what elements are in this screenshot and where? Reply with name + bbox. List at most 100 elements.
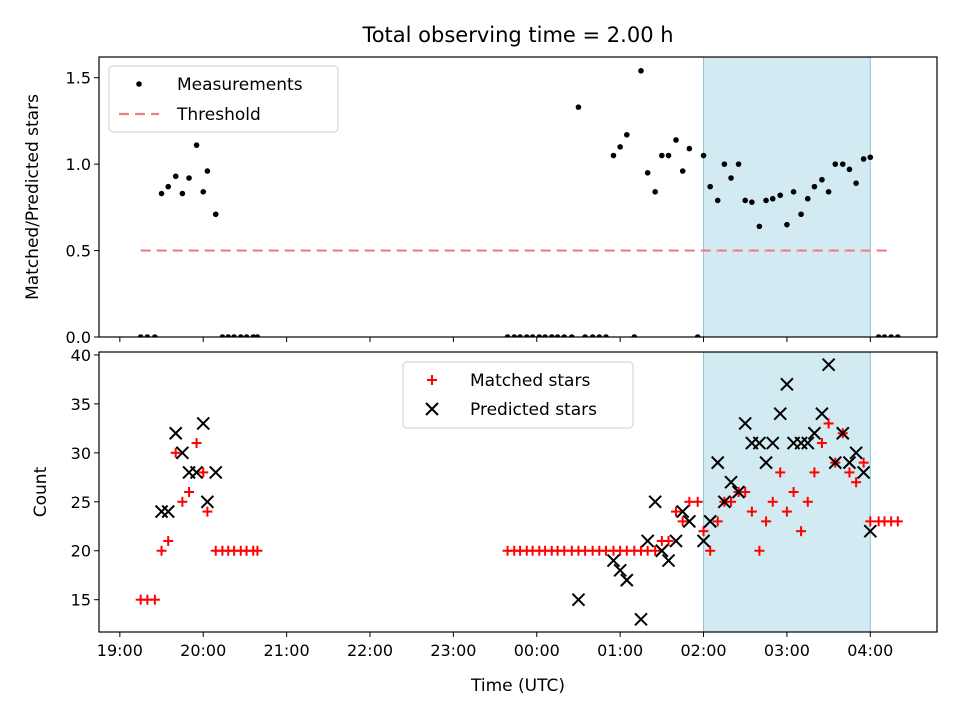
measurement-point [652,189,658,195]
matched-point [170,447,181,458]
top-y-axis: 0.0 0.5 1.0 1.5 [66,69,99,347]
matched-point [851,477,862,488]
bottom-y-tick-label: 15 [71,591,91,610]
matched-point [740,487,751,497]
measurement-point [254,334,261,337]
predicted-point [828,455,842,470]
matched-point [149,594,160,605]
matched-point [177,496,188,507]
measurement-point [811,183,818,190]
measurement-point [617,144,623,150]
predicted-point [606,553,621,568]
bottom-y-tick-label: 35 [71,395,91,414]
predicted-point [856,465,871,480]
measurement-point [638,68,644,74]
measurement-point [659,152,665,159]
measurement-point [582,334,588,337]
predicted-point [620,573,634,587]
measurement-point [165,183,172,190]
measurement-point [825,189,832,195]
matched-point [671,506,682,517]
top-highlight-span [703,56,871,338]
matched-point [202,506,213,517]
matched-point [677,516,688,527]
bottom-y-tick-label: 30 [71,444,91,463]
predicted-point [842,455,857,470]
measurement-point [523,334,530,337]
legend-predicted-marker [425,402,439,416]
predicted-point [696,534,711,548]
measurement-point [714,197,721,204]
measurement-points [137,68,901,337]
matched-point [781,506,792,517]
predicted-point [175,446,190,460]
measurement-point [517,334,523,337]
x-tick-label: 03:00 [764,641,810,660]
measurement-point [832,161,839,167]
predicted-point [752,436,767,450]
matched-point [802,496,813,507]
matched-point [816,438,827,449]
measurement-point [728,175,734,181]
predicted-point [849,446,863,460]
top-x-ticks [119,337,871,342]
predicted-point [154,504,169,519]
matched-point [650,545,661,556]
measurement-point [721,161,728,167]
x-tick-label: 22:00 [347,641,393,660]
x-tick-label: 21:00 [264,641,310,660]
measurement-point [839,161,846,167]
measurement-point [819,176,825,183]
x-tick-label: 02:00 [680,641,726,660]
measurement-point [179,190,186,197]
measurement-point [511,334,518,337]
x-axis-label: Time (UTC) [470,676,565,696]
x-tick-label: 04:00 [847,641,893,660]
predicted-point [640,534,655,548]
predicted-point [661,553,676,568]
measurement-point [756,223,763,230]
measurement-point [790,189,797,195]
legend-matched-marker [427,375,437,385]
measurement-point [888,334,894,337]
measurement-point [536,334,543,337]
predicted-point [571,592,586,607]
top-y-tick-label: 1.5 [66,69,91,88]
matched-point [754,545,765,556]
measurement-point [610,152,617,159]
predicted-point [766,436,780,450]
bottom-y-axis-label: Count [31,466,51,517]
x-tick-label: 19:00 [97,641,143,660]
measurement-point [686,145,693,152]
measurement-point [172,173,179,180]
measurement-point [200,189,207,195]
legend-predicted-label: Predicted stars [470,400,597,420]
measurement-point [231,334,237,337]
measurement-point [665,152,672,159]
predicted-point [717,495,732,509]
predicted-point [682,514,697,529]
measurement-point [193,142,200,148]
matched-point [663,535,674,546]
measurement-point [554,334,561,337]
predicted-point [710,455,725,470]
matched-point [809,467,820,478]
top-legend-box [108,65,339,133]
top-y-tick-label: 0.5 [66,242,91,261]
measurement-point [237,334,244,337]
predicted-point [196,416,210,431]
star-count-points [135,358,903,626]
measurement-point [735,161,742,167]
measurement-point [853,180,859,186]
matched-point [788,487,799,497]
matched-point [198,467,209,478]
measurement-point [742,197,749,204]
bottom-legend-box [402,361,634,429]
matched-point [184,487,195,497]
predicted-point [836,426,850,440]
matched-point [823,418,834,429]
predicted-point [801,436,815,450]
measurement-point [867,154,874,161]
measurement-point [144,334,151,337]
